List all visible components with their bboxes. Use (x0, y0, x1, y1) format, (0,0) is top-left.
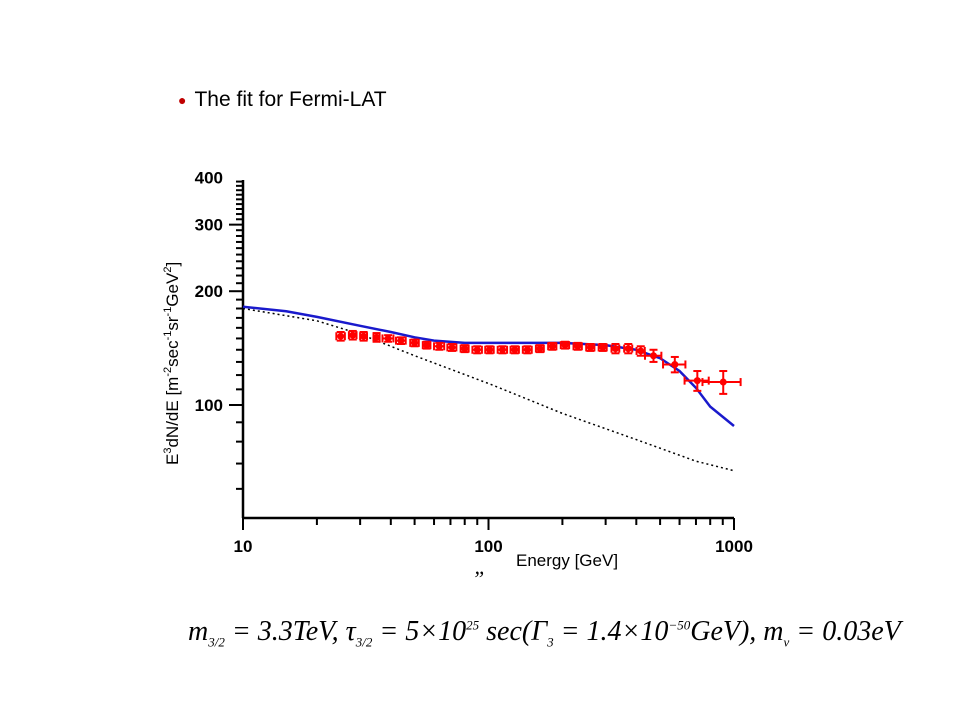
data-marker (448, 343, 456, 351)
data-marker (611, 345, 619, 353)
data-marker (423, 341, 431, 349)
data-point (610, 343, 621, 355)
data-point (484, 345, 495, 355)
chart-points (335, 329, 742, 395)
formula-tail: GeV), m (690, 616, 784, 647)
x-tick-label: 100 (474, 537, 502, 556)
parameter-formula: m3/2 = 3.3TeV, τ3/2 = 5×1025 sec(Γ3 = 1.… (188, 616, 901, 651)
formula-m-sub: 3/2 (208, 634, 225, 650)
data-point (395, 336, 407, 346)
formula-gamma-val: = 1.4×10 (553, 616, 669, 647)
x-axis-label: Energy [GeV] (516, 551, 618, 570)
data-point (597, 343, 608, 352)
data-marker (397, 337, 405, 345)
data-point (347, 329, 358, 341)
data-marker (693, 377, 701, 385)
data-point (635, 345, 646, 357)
data-point (547, 341, 558, 351)
x-tick-label: 1000 (715, 537, 753, 556)
formula-tau-val: = 5×10 (372, 616, 467, 647)
data-point (381, 334, 395, 343)
data-point (409, 338, 420, 348)
chart-lines (242, 305, 735, 472)
data-marker (671, 360, 679, 368)
data-point (446, 343, 458, 352)
data-point (534, 344, 545, 354)
quote-mark: ” (472, 566, 485, 591)
y-tick-label: 100 (195, 396, 223, 415)
data-point (433, 341, 446, 351)
y-tick-label: 300 (195, 216, 223, 235)
data-marker (624, 345, 632, 353)
data-marker (373, 333, 381, 341)
data-point (585, 343, 596, 352)
formula-exp2: −50 (668, 617, 691, 633)
data-point (683, 370, 710, 392)
data-marker (486, 346, 494, 354)
data-point (662, 355, 687, 374)
data-point (509, 345, 520, 355)
formula-sec: sec(Γ (479, 616, 548, 647)
data-marker (498, 346, 506, 354)
bullet-text: The fit for Fermi-LAT (194, 88, 387, 111)
data-marker (637, 347, 645, 355)
data-marker (536, 345, 544, 353)
formula-tau-sub: 3/2 (355, 634, 373, 650)
data-point (644, 348, 663, 363)
bullet-dot-icon: ● (178, 92, 187, 108)
y-axis-label-group: E3dN/dE [m-2sec-1sr-1GeV2] (162, 262, 182, 465)
y-axis-label: E3dN/dE [m-2sec-1sr-1GeV2] (162, 262, 182, 465)
formula-m: m (188, 616, 209, 647)
data-point (459, 344, 470, 354)
data-marker (360, 332, 368, 340)
data-point (559, 340, 571, 350)
data-point (701, 370, 742, 395)
data-point (335, 330, 346, 342)
data-marker (586, 343, 594, 351)
data-point (359, 330, 369, 342)
formula-nu-sub: ν (783, 634, 790, 650)
chart-ticks: 10 100 1000 100 200 300 400 (195, 168, 753, 556)
x-tick-label: 10 (234, 537, 253, 556)
data-marker (435, 342, 443, 350)
formula-exp1: 25 (466, 617, 480, 633)
data-marker (461, 345, 469, 353)
data-marker (384, 334, 392, 342)
data-point (471, 345, 483, 355)
data-marker (337, 332, 345, 340)
data-marker (511, 346, 519, 354)
data-marker (548, 342, 556, 350)
data-marker (411, 339, 419, 347)
data-point (623, 343, 634, 355)
data-point (521, 345, 533, 355)
formula-m-val: = 3.3TeV, τ (224, 616, 356, 647)
data-marker (650, 352, 657, 360)
data-point (572, 341, 583, 351)
formula-gamma-sub: 3 (547, 634, 554, 650)
data-marker (523, 346, 531, 354)
y-tick-label: 400 (195, 168, 223, 187)
data-marker (599, 343, 607, 351)
data-point (496, 345, 509, 355)
fit-solid-line (242, 305, 735, 427)
data-marker (473, 346, 481, 354)
data-marker (349, 331, 357, 339)
data-marker (719, 378, 727, 386)
data-marker (561, 341, 569, 349)
y-tick-label: 200 (195, 282, 223, 301)
data-point (421, 340, 432, 350)
data-marker (574, 342, 582, 350)
data-point (372, 332, 381, 343)
background-dotted-line (242, 307, 735, 472)
slide-bullet: ● The fit for Fermi-LAT (178, 88, 387, 112)
formula-nu-val: = 0.03eV (789, 616, 901, 647)
